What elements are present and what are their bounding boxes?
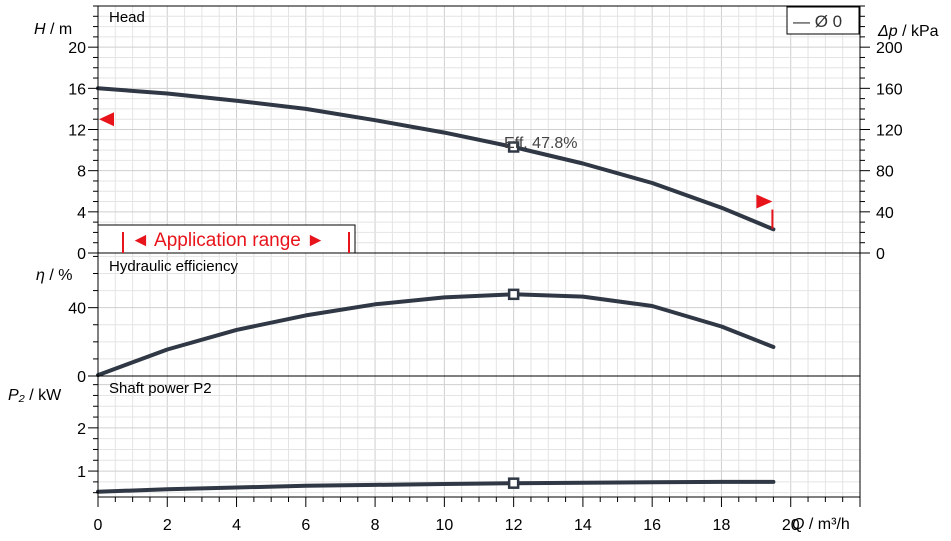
markers — [99, 112, 774, 489]
range-marker-right — [756, 194, 773, 209]
secondary-tick-label: 0 — [876, 246, 885, 263]
y-axis-label-head-unit: / m — [46, 21, 73, 38]
x-tick-label: 2 — [163, 517, 172, 534]
curve-head — [96, 86, 776, 232]
application-range-box — [97, 224, 356, 254]
y-tick-label: 20 — [68, 40, 86, 57]
x-tick-label: 20 — [782, 517, 800, 534]
y-axis-label-head: H / m — [34, 21, 72, 38]
x-tick-label: 18 — [713, 517, 731, 534]
y-axis-label-efficiency: η / % — [36, 267, 72, 284]
y-axis-label-efficiency-unit: / % — [45, 267, 73, 284]
x-axis-label-symbol: Q — [792, 516, 804, 533]
duty-point-efficiency — [507, 288, 520, 301]
curves — [96, 86, 776, 494]
x-axis-label-unit: / m³/h — [804, 516, 849, 533]
x-tick-label: 12 — [505, 517, 523, 534]
application-range-label: ◄ Application range ► — [131, 230, 325, 251]
duty-point-head — [507, 141, 520, 153]
axis-ticks — [88, 5, 870, 507]
y-tick-label: 8 — [77, 164, 86, 181]
secondary-tick-label: 120 — [876, 123, 903, 140]
secondary-axis-label-symbol: Δp — [877, 23, 898, 40]
range-marker-left — [99, 112, 114, 127]
legend-box — [786, 6, 860, 35]
y-axis-label-power-unit: / kW — [25, 387, 62, 404]
y-axis-label-power: P₂ / kW — [8, 387, 62, 404]
y-tick-label: 1 — [77, 464, 86, 481]
secondary-tick-label: 160 — [876, 81, 903, 98]
x-tick-label: 0 — [94, 517, 103, 534]
secondary-axis-label-pressure: Δp / kPa — [877, 23, 939, 40]
y-tick-label: 12 — [68, 123, 86, 140]
x-axis-label: Q / m³/h — [792, 516, 850, 533]
duty-point-power — [507, 477, 520, 489]
x-tick-label: 6 — [301, 517, 310, 534]
x-tick-label: 16 — [643, 517, 661, 534]
secondary-tick-label: 40 — [876, 205, 894, 222]
secondary-axis-label-unit: / kPa — [898, 23, 939, 40]
efficiency-annotation: Eff. 47.8% — [504, 135, 578, 152]
y-axis-label-head-symbol: H — [34, 21, 46, 38]
y-tick-label: 0 — [77, 369, 86, 386]
curve-efficiency — [96, 292, 776, 378]
y-tick-label: 40 — [68, 301, 86, 318]
x-tick-label: 14 — [574, 517, 592, 534]
secondary-tick-label: 80 — [876, 164, 894, 181]
legend-label: — Ø 0 — [793, 12, 842, 31]
y-tick-label: 4 — [77, 205, 86, 222]
y-tick-label: 2 — [77, 421, 86, 438]
panel-title-efficiency: Hydraulic efficiency — [109, 258, 238, 275]
y-axis-label-efficiency-symbol: η — [36, 267, 45, 284]
x-tick-label: 8 — [371, 517, 380, 534]
panel-title-power: Shaft power P2 — [109, 380, 212, 397]
secondary-tick-label: 200 — [876, 40, 903, 57]
curve-power — [96, 479, 776, 494]
y-tick-label: 16 — [68, 81, 86, 98]
x-tick-label: 10 — [435, 517, 453, 534]
y-axis-label-power-symbol: P₂ — [8, 387, 25, 404]
y-tick-label: 0 — [77, 246, 86, 263]
x-tick-label: 4 — [232, 517, 241, 534]
panel-title-head: Head — [109, 9, 145, 26]
